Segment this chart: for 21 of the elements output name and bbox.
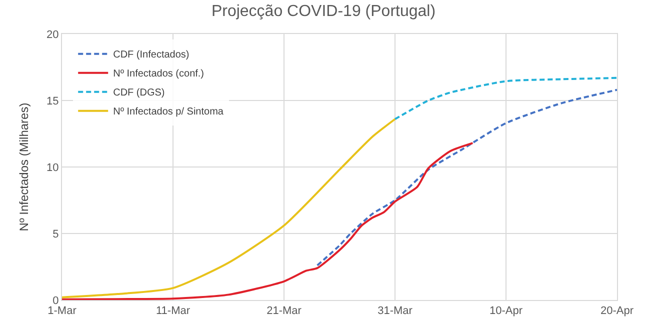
chart-title: Projecção COVID-19 (Portugal) (211, 3, 436, 20)
line-series (62, 118, 396, 298)
y-tick-label: 10 (46, 162, 59, 174)
legend-label: Nº Infectados (conf.) (113, 68, 204, 80)
x-tick-label: 1-Mar (48, 305, 77, 318)
y-tick-label: 5 (52, 228, 59, 240)
y-tick-label: 15 (46, 95, 59, 108)
x-tick-label: 10-Apr (489, 305, 523, 318)
x-tick-label: 20-Apr (600, 305, 634, 318)
x-tick-label: 11-Mar (156, 305, 190, 318)
legend-label: CDF (DGS) (113, 88, 165, 99)
y-axis-title: Nº Infectados (Milhares) (17, 102, 31, 232)
x-tick-label: 31-Mar (378, 305, 413, 318)
x-tick-label: 21-Mar (266, 305, 302, 318)
line-series (394, 76, 617, 120)
line-series (316, 88, 617, 266)
legend-label: CDF (Infectados) (113, 50, 190, 61)
y-tick-label: 0 (52, 294, 59, 307)
line-series (62, 142, 474, 300)
y-tick-label: 20 (46, 28, 59, 41)
legend-label: Nº Infectados p/ Sintoma (113, 106, 224, 118)
